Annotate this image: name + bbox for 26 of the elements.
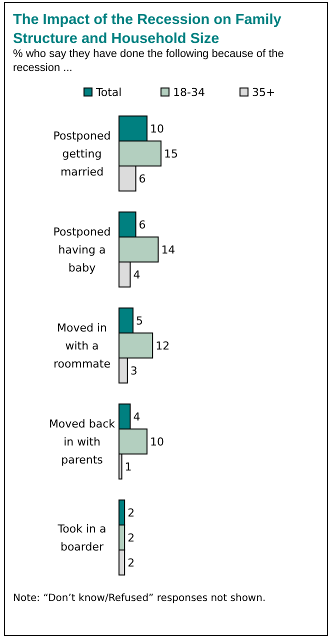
- data-label: 14: [161, 244, 176, 256]
- data-label: 1: [124, 460, 132, 474]
- data-label: 6: [138, 218, 146, 232]
- data-label: 4: [133, 410, 140, 424]
- y-tick-label: Moved in with a roommate: [54, 322, 111, 370]
- y-tick-label: Took in a boarder: [56, 522, 106, 554]
- text: Note: “Don’t know/Refused” responses not shown.: [13, 593, 266, 604]
- data-label: 10: [150, 436, 164, 448]
- data-label: 2: [128, 532, 135, 544]
- data-label: 10: [150, 122, 164, 136]
- legend-label: Total: [95, 86, 122, 99]
- legend-label: 18-34: [173, 86, 205, 99]
- data-label: 6: [138, 172, 146, 186]
- data-label: 12: [156, 340, 170, 352]
- chart-title: The Impact of the Recession on Family Structure and Household Size: [13, 12, 282, 47]
- data-label: 15: [164, 148, 178, 160]
- data-label: 3: [130, 364, 138, 378]
- y-tick-label: Moved back in with parents: [48, 418, 116, 466]
- data-label: 2: [128, 556, 135, 570]
- data-label: 2: [128, 506, 135, 520]
- y-tick-label: Postponed getting married: [53, 130, 111, 178]
- chart-subtitle: % who say they have done the following because of the recession ...: [13, 48, 284, 74]
- legend-label: 35+: [252, 86, 276, 99]
- data-label: 5: [136, 314, 143, 328]
- y-tick-label: Postponed having a baby: [53, 226, 111, 274]
- data-label: 4: [133, 268, 140, 282]
